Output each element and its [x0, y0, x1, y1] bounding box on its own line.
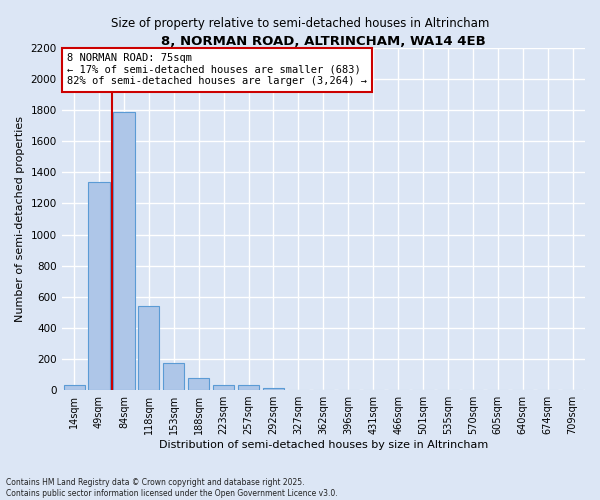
Bar [88, 182, 110, 390]
Y-axis label: Number of semi-detached properties: Number of semi-detached properties [15, 116, 25, 322]
Bar [213, 384, 234, 390]
Text: Size of property relative to semi-detached houses in Altrincham: Size of property relative to semi-detach… [111, 18, 489, 30]
X-axis label: Distribution of semi-detached houses by size in Altrincham: Distribution of semi-detached houses by … [159, 440, 488, 450]
Bar [163, 363, 184, 390]
Bar [263, 388, 284, 390]
Bar [188, 378, 209, 390]
Text: Contains HM Land Registry data © Crown copyright and database right 2025.
Contai: Contains HM Land Registry data © Crown c… [6, 478, 338, 498]
Text: 8 NORMAN ROAD: 75sqm
← 17% of semi-detached houses are smaller (683)
82% of semi: 8 NORMAN ROAD: 75sqm ← 17% of semi-detac… [67, 53, 367, 86]
Bar [238, 386, 259, 390]
Bar [138, 306, 160, 390]
Bar [113, 112, 134, 390]
Bar [64, 386, 85, 390]
Title: 8, NORMAN ROAD, ALTRINCHAM, WA14 4EB: 8, NORMAN ROAD, ALTRINCHAM, WA14 4EB [161, 35, 486, 48]
